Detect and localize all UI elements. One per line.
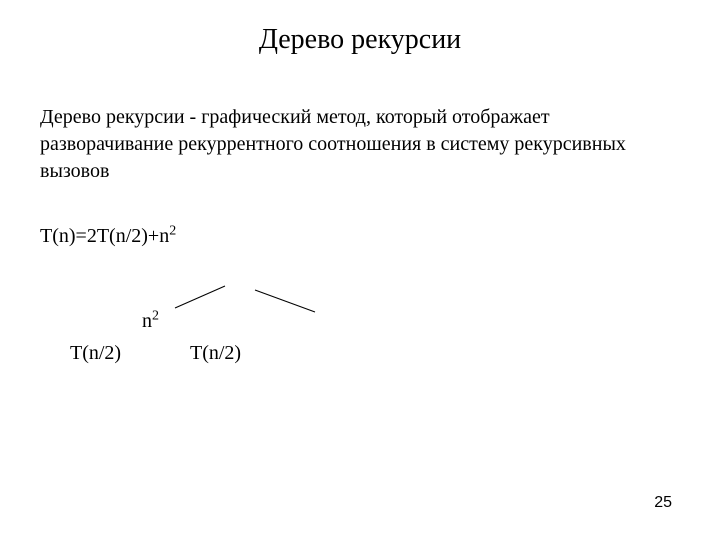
body-paragraph: Дерево рекурсии - графический метод, кот… [40, 104, 680, 185]
tree-left-leaf: T(n/2) [70, 342, 121, 365]
tree-root-node: n2 [142, 310, 159, 333]
slide-container: Дерево рекурсии Дерево рекурсии - графич… [0, 0, 720, 540]
tree-root-base: n [142, 310, 152, 332]
tree-edge-right [255, 290, 315, 312]
equation-base: T(n)=2T(n/2)+n [40, 225, 169, 247]
equation-exponent: 2 [169, 223, 176, 238]
recurrence-equation: T(n)=2T(n/2)+n2 [40, 225, 680, 248]
tree-edge-left [175, 286, 225, 308]
recursion-tree-diagram: n2 T(n/2) T(n/2) [40, 280, 300, 370]
tree-right-leaf: T(n/2) [190, 342, 241, 365]
tree-root-exp: 2 [152, 308, 159, 323]
page-number: 25 [654, 494, 672, 512]
slide-title: Дерево рекурсии [40, 24, 680, 56]
